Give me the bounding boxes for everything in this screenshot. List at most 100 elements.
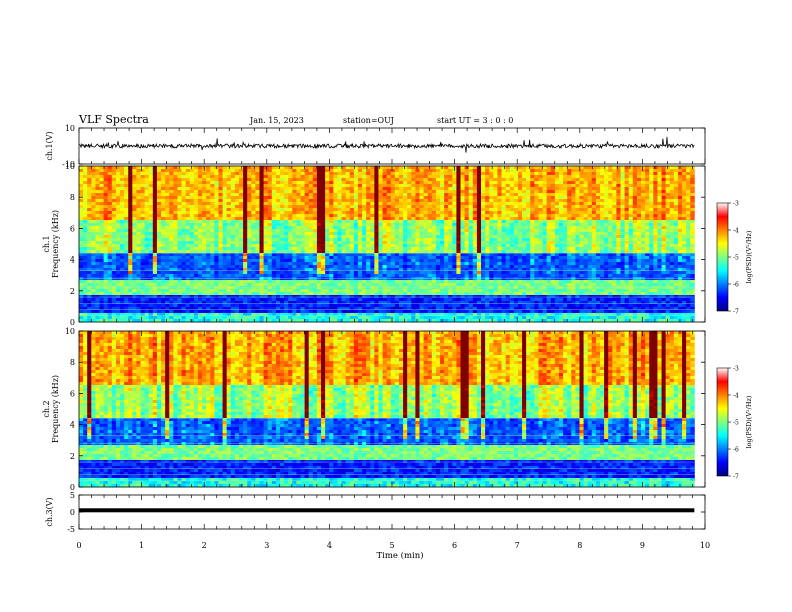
spectrogram-cell (120, 301, 125, 305)
spectrogram-cell (247, 259, 252, 263)
spectrogram-cell (374, 202, 379, 206)
spectrogram-cell (316, 238, 322, 242)
spectrogram-cell (382, 226, 388, 230)
spectrogram-cell (378, 319, 383, 323)
spectrogram-cell (152, 253, 158, 257)
spectrogram-cell (378, 217, 383, 221)
spectrogram-cell (128, 190, 133, 194)
spectrogram-cell (156, 304, 162, 308)
spectrogram-cell (427, 205, 433, 209)
spectrogram-cell (296, 250, 301, 254)
spectrogram-cell (435, 259, 441, 263)
spectrogram-cell (407, 256, 412, 260)
spectrogram-cell (325, 301, 330, 305)
spectrogram-cell (419, 247, 424, 251)
spectrogram-cell (288, 208, 293, 212)
spectrogram-cell (407, 214, 412, 218)
spectrogram-cell (156, 253, 162, 257)
spectrogram-cell (419, 310, 424, 314)
spectrogram-cell (419, 253, 424, 257)
spectrogram-cell (456, 220, 461, 224)
spectrogram-cell (345, 226, 351, 230)
spectrogram-cell (374, 247, 379, 251)
spectrogram-cell (173, 244, 178, 248)
spectrogram-cell (197, 202, 203, 206)
spectrogram-cell (390, 316, 396, 320)
spectrogram-cell (423, 211, 429, 215)
spectrogram-cell (366, 178, 371, 182)
spectrogram-cell (460, 169, 466, 173)
spectrogram-cell (468, 226, 474, 230)
spectrogram-cell (403, 247, 408, 251)
spectrogram-cell (111, 169, 117, 173)
spectrogram-cell (300, 187, 306, 191)
spectrogram-cell (259, 184, 265, 188)
spectrogram-cell (214, 313, 219, 317)
spectrogram-cell (435, 262, 441, 266)
spectrogram-cell (370, 226, 375, 230)
spectrogram-cell (99, 196, 105, 200)
spectrogram-cell (128, 208, 133, 212)
spectrogram-cell (156, 226, 162, 230)
spectrogram-cell (222, 220, 228, 224)
spectrogram-cell (296, 256, 301, 260)
spectrogram-cell (206, 175, 211, 179)
spectrogram-cell (382, 220, 388, 224)
spectrogram-cell (238, 244, 244, 248)
spectrogram-cell (251, 166, 256, 170)
spectrogram-cell (341, 181, 347, 185)
spectrogram-cell (230, 301, 236, 305)
spectrogram-cell (325, 316, 330, 320)
spectrogram-cell (181, 211, 187, 215)
spectrogram-cell (312, 190, 318, 194)
spectrogram-cell (87, 253, 92, 257)
spectrogram-cell (378, 307, 383, 311)
spectrogram-cell (234, 196, 240, 200)
spectrogram-cell (132, 256, 137, 260)
spectrogram-cell (440, 235, 445, 239)
spectrogram-cell (271, 274, 277, 278)
spectrogram-cell (452, 187, 457, 191)
spectrogram-cell (124, 319, 129, 323)
spectrogram-cell (161, 277, 166, 281)
spectrogram-cell (111, 250, 117, 254)
spectrogram-cell (333, 196, 338, 200)
spectrogram-cell (79, 277, 84, 281)
spectrogram-cell (468, 220, 474, 224)
spectrogram-cell (107, 226, 113, 230)
spectrogram-cell (267, 253, 273, 257)
spectrogram-cell (308, 295, 314, 299)
spectrogram-cell (103, 274, 109, 278)
spectrogram-cell (136, 199, 141, 203)
spectrogram-cell (136, 277, 141, 281)
spectrogram-cell (440, 262, 445, 266)
spectrogram-cell (95, 235, 100, 239)
spectrogram-cell (247, 226, 252, 230)
spectrogram-cell (329, 208, 334, 212)
spectrogram-cell (333, 217, 338, 221)
spectrogram-cell (169, 295, 174, 299)
spectrogram-cell (284, 184, 289, 188)
spectrogram-cell (107, 196, 113, 200)
spectrogram-cell (398, 205, 404, 209)
spectrogram-cell (353, 316, 359, 320)
spectrogram-cell (284, 214, 289, 218)
spectrogram-cell (382, 268, 388, 272)
spectrogram-cell (357, 187, 363, 191)
spectrogram-cell (386, 184, 392, 188)
spectrogram-cell (124, 271, 129, 275)
spectrogram-cell (173, 289, 178, 293)
spectrogram-cell (329, 187, 334, 191)
spectrogram-cell (292, 235, 297, 239)
spectrogram-cell (366, 193, 371, 197)
spectrogram-cell (345, 205, 351, 209)
spectrogram-cell (427, 169, 433, 173)
spectrogram-cell (427, 241, 433, 245)
spectrogram-cell (202, 202, 207, 206)
spectrogram-cell (247, 196, 252, 200)
spectrogram-cell (79, 181, 84, 185)
spectrogram-cell (132, 280, 137, 284)
spectrogram-cell (398, 298, 404, 302)
spectrogram-cell (415, 193, 420, 197)
spectrogram-cell (460, 211, 466, 215)
